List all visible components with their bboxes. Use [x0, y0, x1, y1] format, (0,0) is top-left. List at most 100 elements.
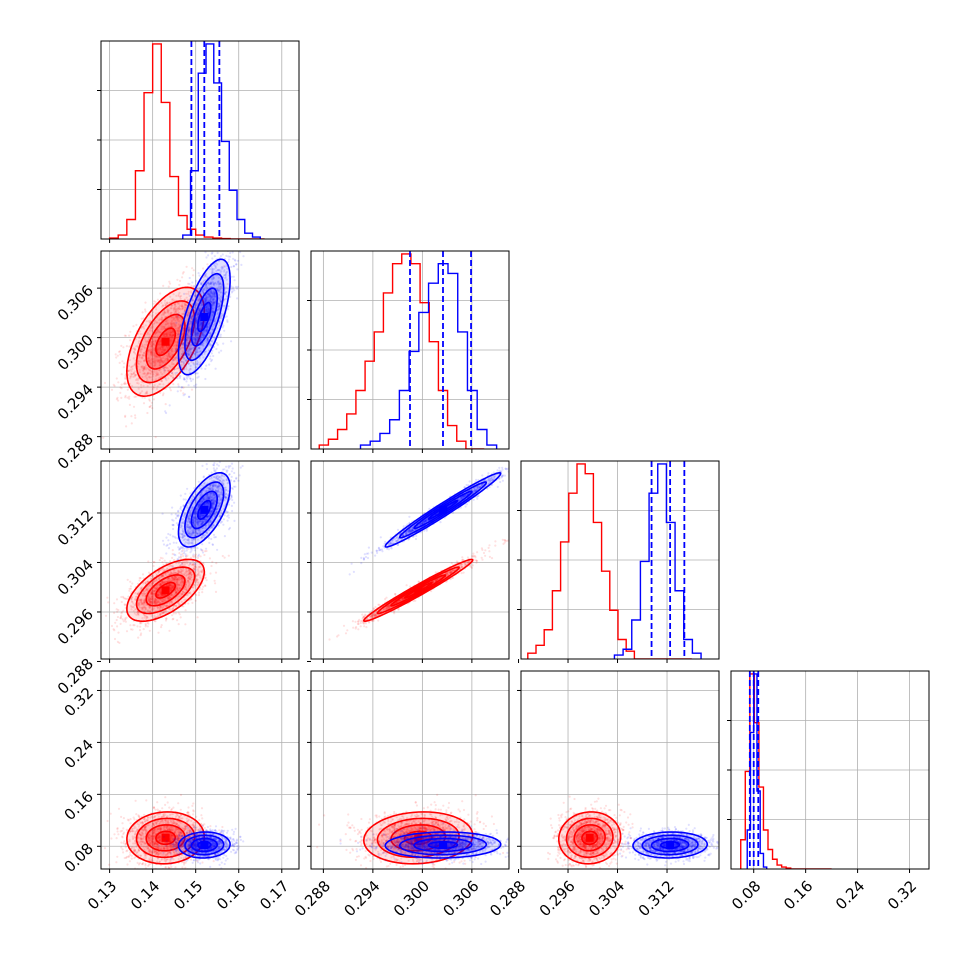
sample-point	[155, 370, 158, 373]
sample-point	[172, 318, 175, 321]
sample-point	[185, 296, 188, 299]
sample-point	[131, 368, 134, 371]
sample-point	[170, 319, 174, 322]
sample-point	[168, 373, 171, 377]
sample-point	[221, 265, 224, 269]
sample-point	[158, 331, 161, 334]
sample-point	[216, 313, 219, 316]
sample-point	[134, 395, 138, 398]
sample-point	[156, 360, 159, 363]
sample-point	[176, 337, 179, 340]
sample-point	[159, 347, 162, 350]
sample-point	[204, 298, 207, 301]
sample-point	[152, 360, 155, 363]
sample-point	[222, 265, 225, 268]
sample-point	[166, 310, 169, 313]
sample-point	[141, 325, 144, 328]
sample-point	[152, 352, 155, 355]
sample-point	[168, 364, 171, 367]
sample-point	[124, 376, 127, 379]
sample-point	[159, 340, 163, 343]
sample-point	[205, 308, 208, 311]
sample-point	[139, 348, 143, 351]
sample-point	[186, 339, 189, 342]
sample-point	[150, 341, 153, 344]
sample-point	[144, 324, 147, 327]
sample-point	[150, 345, 153, 348]
sample-point	[208, 541, 211, 545]
sample-point	[150, 401, 153, 404]
sample-point	[224, 245, 226, 247]
sample-point	[151, 325, 154, 328]
sample-point	[171, 331, 174, 334]
sample-point	[131, 582, 134, 585]
sample-point	[169, 354, 173, 357]
sample-point	[131, 628, 134, 631]
sample-point	[169, 307, 172, 310]
sample-point	[203, 584, 207, 587]
sample-point	[140, 348, 144, 351]
sample-point	[112, 383, 115, 386]
sample-point	[201, 543, 204, 546]
sample-point	[187, 384, 190, 387]
sample-point	[174, 376, 177, 379]
sample-point	[138, 353, 141, 356]
panel-1-1	[307, 250, 510, 453]
sample-point	[147, 359, 150, 363]
sample-point	[230, 340, 233, 343]
sample-point	[116, 625, 119, 628]
sample-point	[142, 354, 145, 357]
sample-point	[202, 280, 205, 284]
sample-point	[123, 603, 126, 606]
sample-point	[212, 301, 215, 304]
sample-point	[174, 310, 177, 313]
sample-point	[205, 579, 208, 582]
sample-point	[223, 535, 226, 538]
sample-point	[166, 355, 169, 359]
sample-point	[147, 359, 151, 362]
sample-point	[156, 348, 159, 351]
sample-point	[120, 611, 124, 614]
sample-point	[170, 311, 173, 314]
sample-point	[173, 322, 176, 325]
sample-point	[184, 302, 187, 305]
sample-point	[214, 590, 218, 594]
sample-point	[158, 318, 162, 321]
sample-point	[196, 347, 199, 350]
sample-point	[157, 342, 161, 345]
sample-point	[165, 334, 168, 337]
sample-point	[178, 307, 181, 310]
sample-point	[157, 373, 160, 376]
sample-point	[144, 339, 147, 342]
sample-point	[128, 395, 131, 398]
sample-point	[169, 325, 173, 328]
sample-point	[154, 340, 157, 343]
sample-point	[141, 311, 144, 314]
sample-point	[141, 343, 144, 346]
sample-point	[208, 307, 211, 310]
sample-point	[172, 344, 175, 347]
sample-point	[168, 356, 171, 359]
sample-point	[187, 282, 190, 285]
sample-point	[232, 265, 236, 268]
sample-point	[144, 301, 147, 304]
sample-point	[180, 386, 184, 389]
sample-point	[114, 353, 117, 356]
sample-point	[134, 352, 137, 355]
sample-point	[160, 316, 163, 319]
sample-point	[175, 336, 178, 339]
sample-point	[182, 498, 185, 501]
sample-point	[185, 368, 188, 371]
sample-point	[154, 339, 157, 342]
sample-point	[118, 350, 121, 353]
sample-point	[170, 334, 173, 337]
sample-point	[150, 376, 153, 379]
sample-point	[176, 340, 180, 343]
sample-point	[110, 388, 114, 391]
sample-point	[236, 259, 240, 262]
sample-point	[180, 319, 184, 322]
sample-point	[147, 320, 150, 323]
sample-point	[170, 307, 173, 310]
sample-point	[181, 360, 184, 363]
